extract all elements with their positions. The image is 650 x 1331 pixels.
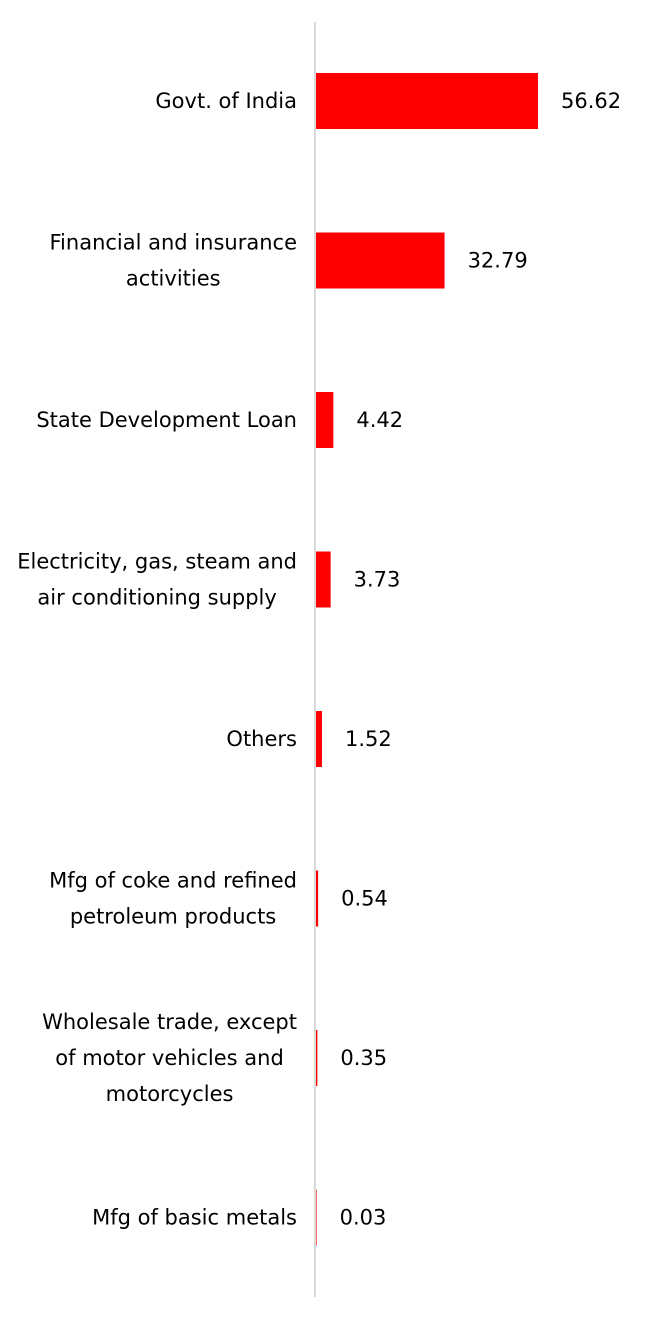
category-label-2: State Development Loan (36, 408, 297, 432)
category-label-3: Electricity, gas, steam and air condition… (17, 550, 297, 610)
bar-5 (316, 870, 319, 927)
category-label-1: Financial and insurance activities (50, 231, 298, 291)
category-label-1-line-0: Financial and insurance (50, 231, 298, 255)
category-label-3-line-0: Electricity, gas, steam and (17, 550, 297, 574)
value-label-0: 56.62 (561, 89, 621, 113)
bars-group (316, 73, 538, 1246)
category-label-0-line-0: Govt. of India (155, 89, 297, 113)
bar-6 (316, 1030, 318, 1086)
value-label-5: 0.54 (341, 887, 388, 911)
bar-7 (316, 1189, 317, 1246)
bar-4 (316, 711, 322, 767)
category-label-5-line-1: petroleum products (70, 905, 276, 929)
value-label-2: 4.42 (356, 408, 403, 432)
bar-0 (316, 73, 538, 129)
value-label-1: 32.79 (468, 249, 528, 273)
bar-1 (316, 232, 445, 289)
category-label-5: Mfg of coke and refined petroleum product… (49, 869, 297, 929)
category-label-0: Govt. of India (155, 89, 297, 113)
category-label-2-line-0: State Development Loan (36, 408, 297, 432)
value-label-3: 3.73 (354, 568, 401, 592)
value-label-6: 0.35 (340, 1046, 387, 1070)
category-label-1-line-1: activities (126, 267, 221, 291)
value-labels-group: 56.62 32.79 4.42 3.73 1.52 0.54 0.35 0.03 (340, 89, 622, 1230)
value-label-7: 0.03 (340, 1206, 387, 1230)
category-label-6-line-1: of motor vehicles and (55, 1046, 284, 1070)
bar-3 (316, 551, 331, 608)
bar-2 (316, 392, 334, 448)
category-label-6: Wholesale trade, except of motor vehicles… (42, 1010, 297, 1106)
category-labels-group: Govt. of India Financial and insurance act… (17, 89, 297, 1230)
category-label-7-line-0: Mfg of basic metals (92, 1206, 297, 1230)
category-label-6-line-0: Wholesale trade, except (42, 1010, 297, 1034)
category-label-6-line-2: motorcycles (106, 1082, 234, 1106)
category-label-5-line-0: Mfg of coke and refined (49, 869, 297, 893)
value-label-4: 1.52 (345, 727, 392, 751)
category-label-7: Mfg of basic metals (92, 1206, 297, 1230)
category-label-4: Others (226, 727, 297, 751)
category-label-4-line-0: Others (226, 727, 297, 751)
category-label-3-line-1: air conditioning supply (37, 586, 276, 610)
